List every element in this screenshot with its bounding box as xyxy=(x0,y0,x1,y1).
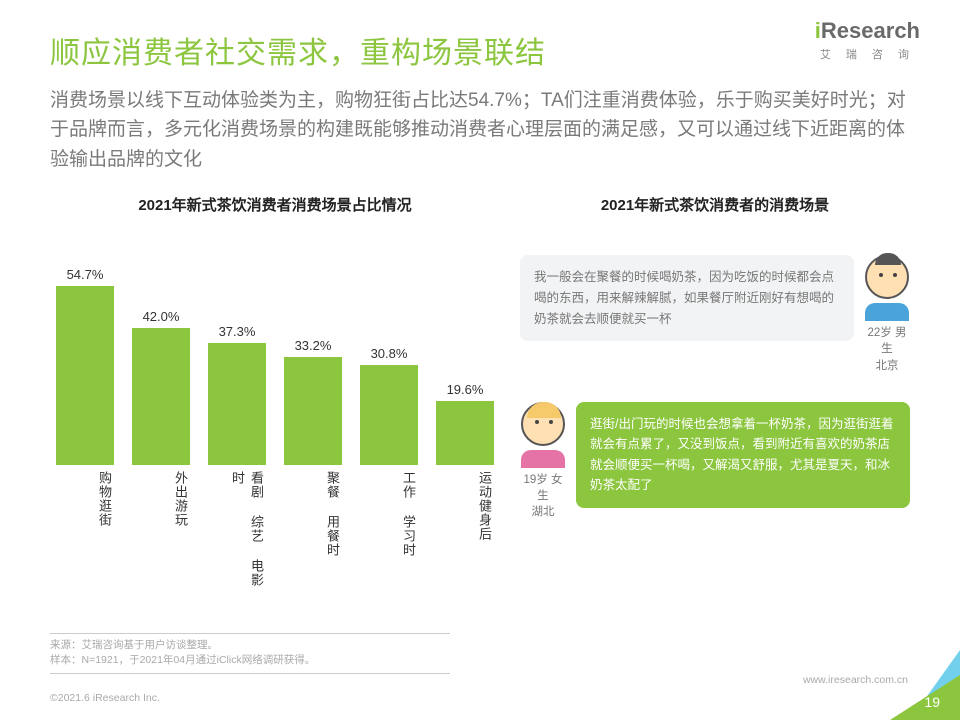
chart-title: 2021年新式茶饮消费者消费场景占比情况 xyxy=(50,194,500,215)
bar-4: 30.8% xyxy=(360,346,418,466)
bar-value-label: 19.6% xyxy=(447,382,484,397)
source-note: 来源：艾瑞咨询基于用户访谈整理。 样本：N=1921，于2021年04月通过iC… xyxy=(50,633,450,675)
copyright: ©2021.6 iResearch Inc. xyxy=(50,692,160,704)
right-title: 2021年新式茶饮消费者的消费场景 xyxy=(520,194,910,215)
quote-bubble: 我一般会在聚餐的时候喝奶茶，因为吃饭的时候都会点喝的东西，用来解辣解腻，如果餐厅… xyxy=(520,255,854,341)
logo-brand: iResearch xyxy=(815,18,920,44)
quotes-list: 我一般会在聚餐的时候喝奶茶，因为吃饭的时候都会点喝的东西，用来解辣解腻，如果餐厅… xyxy=(520,255,910,520)
x-label: 聚餐 用餐时 xyxy=(284,471,342,591)
avatar-head-icon xyxy=(521,402,565,446)
bar-rect xyxy=(56,286,114,465)
persona-label: 19岁 女生 湖北 xyxy=(520,472,566,520)
bar-5: 19.6% xyxy=(436,382,494,465)
persona-label: 22岁 男生 北京 xyxy=(864,325,910,373)
x-label: 购物逛街 xyxy=(56,471,114,591)
bar-3: 33.2% xyxy=(284,338,342,466)
bar-1: 42.0% xyxy=(132,309,190,465)
content-columns: 2021年新式茶饮消费者消费场景占比情况 54.7% 42.0% 37.3% 33.2… xyxy=(50,194,910,591)
avatar-body-icon xyxy=(865,303,909,321)
bar-rect xyxy=(436,401,494,465)
bar-chart: 54.7% 42.0% 37.3% 33.2% 30.8% 19.6% xyxy=(50,255,500,465)
quotes-panel: 2021年新式茶饮消费者的消费场景 我一般会在聚餐的时候喝奶茶，因为吃饭的时候都… xyxy=(520,194,910,591)
source-line2: 样本：N=1921，于2021年04月通过iClick网络调研获得。 xyxy=(50,653,450,669)
bar-rect xyxy=(360,365,418,466)
bar-value-label: 33.2% xyxy=(295,338,332,353)
quote-bubble: 逛街/出门玩的时候也会想拿着一杯奶茶，因为逛街逛着就会有点累了，又没到饭点，看到… xyxy=(576,402,910,509)
bar-0: 54.7% xyxy=(56,267,114,465)
logo: iResearch 艾 瑞 咨 询 xyxy=(815,18,920,62)
bar-rect xyxy=(284,357,342,466)
bar-value-label: 37.3% xyxy=(219,324,256,339)
persona-avatar: 19岁 女生 湖北 xyxy=(520,402,566,520)
x-label: 外出游玩 xyxy=(132,471,190,591)
x-label: 工作 学习时 xyxy=(360,471,418,591)
chart-panel: 2021年新式茶饮消费者消费场景占比情况 54.7% 42.0% 37.3% 33.2… xyxy=(50,194,500,591)
bar-value-label: 30.8% xyxy=(371,346,408,361)
slide: iResearch 艾 瑞 咨 询 顺应消费者社交需求，重构场景联结 消费场景以… xyxy=(0,0,960,720)
bar-rect xyxy=(208,343,266,465)
logo-subtext: 艾 瑞 咨 询 xyxy=(815,46,920,62)
bar-value-label: 54.7% xyxy=(67,267,104,282)
page-title: 顺应消费者社交需求，重构场景联结 xyxy=(50,28,910,72)
persona-avatar: 22岁 男生 北京 xyxy=(864,255,910,373)
bar-value-label: 42.0% xyxy=(143,309,180,324)
quote-1: 19岁 女生 湖北逛街/出门玩的时候也会想拿着一杯奶茶，因为逛街逛着就会有点累了… xyxy=(520,402,910,520)
page-number: 19 xyxy=(924,694,940,710)
subtitle-text: 消费场景以线下互动体验类为主，购物狂街占比达54.7%；TA们注重消费体验，乐于… xyxy=(50,86,910,174)
x-label: 看剧 综艺 电影时 xyxy=(208,471,266,591)
bar-x-labels: 购物逛街外出游玩看剧 综艺 电影时聚餐 用餐时工作 学习时运动健身后 xyxy=(50,471,500,591)
source-line1: 来源：艾瑞咨询基于用户访谈整理。 xyxy=(50,638,450,654)
x-label: 运动健身后 xyxy=(436,471,494,591)
quote-0: 我一般会在聚餐的时候喝奶茶，因为吃饭的时候都会点喝的东西，用来解辣解腻，如果餐厅… xyxy=(520,255,910,373)
bar-rect xyxy=(132,328,190,465)
avatar-body-icon xyxy=(521,450,565,468)
bar-2: 37.3% xyxy=(208,324,266,465)
avatar-head-icon xyxy=(865,255,909,299)
